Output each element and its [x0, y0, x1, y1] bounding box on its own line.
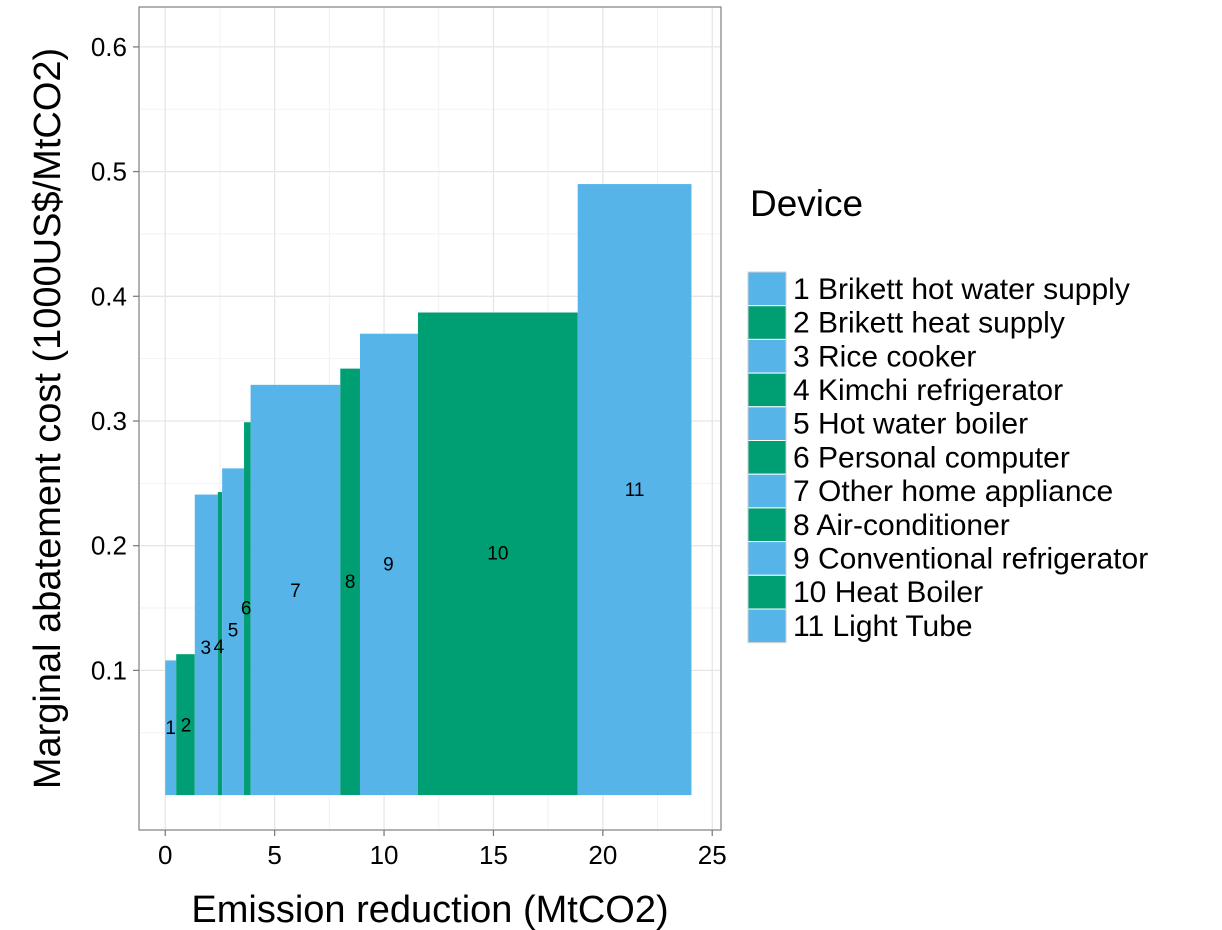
- x-tick-label: 5: [267, 840, 281, 870]
- bar-label-2: 2: [181, 716, 192, 737]
- legend-key-3: [747, 338, 787, 374]
- bar-label-5: 5: [228, 621, 239, 642]
- legend-key-9: [747, 541, 787, 576]
- legend-label-3: 3 Rice cooker: [793, 340, 976, 373]
- y-axis-title: Marginal abatement cost (1000US$/MtCO2): [27, 48, 69, 789]
- legend-key-7: [747, 473, 787, 509]
- bar-device-10: [417, 312, 578, 796]
- x-axis: 0 5 10 15 20 25: [158, 830, 727, 870]
- x-tick-label: 10: [370, 840, 399, 870]
- y-tick-label: 0.3: [91, 406, 127, 436]
- x-tick-label: 25: [698, 840, 727, 870]
- bar-label-7: 7: [290, 581, 301, 602]
- legend-key-11: [747, 608, 787, 644]
- legend-title: Device: [750, 183, 863, 224]
- legend-key-border: [747, 271, 787, 644]
- legend-label-11: 11 Light Tube: [793, 610, 973, 643]
- bar-device-8: [340, 368, 360, 796]
- legend-label-10: 10 Heat Boiler: [793, 576, 983, 609]
- legend-key-1: [747, 271, 787, 307]
- bar-label-3: 3: [200, 638, 211, 659]
- bar-device-1: [165, 660, 177, 796]
- bar-device-2: [176, 654, 195, 796]
- x-axis-title: Emission reduction (MtCO2): [191, 889, 668, 930]
- legend-key-5: [747, 406, 787, 441]
- bar-device-4: [217, 492, 223, 796]
- legend-label-6: 6 Personal computer: [793, 441, 1070, 474]
- bar-label-1: 1: [165, 718, 176, 739]
- y-axis: 0.1 0.2 0.3 0.4 0.5 0.6: [91, 32, 139, 685]
- y-tick-label: 0.2: [91, 531, 127, 561]
- legend-label-8: 8 Air-conditioner: [793, 509, 1010, 542]
- bar-label-8: 8: [345, 572, 356, 593]
- bar-label-4: 4: [214, 637, 225, 658]
- legend-label-1: 1 Brikett hot water supply: [793, 273, 1130, 306]
- legend-key-6: [747, 440, 787, 475]
- bar-label-9: 9: [383, 555, 394, 576]
- legend-key-10: [747, 574, 787, 610]
- y-tick-label: 0.4: [91, 281, 127, 311]
- bar-device-7: [250, 384, 341, 796]
- legend-label-2: 2 Brikett heat supply: [793, 307, 1065, 340]
- bar-device-6: [244, 422, 251, 796]
- y-tick-label: 0.6: [91, 32, 127, 62]
- bar-device-11: [577, 184, 692, 796]
- bar-labels: 1 2 3 456 7 8 9 10 11: [165, 480, 644, 739]
- legend-label-7: 7 Other home appliance: [793, 475, 1113, 508]
- bar-label-6: 6: [241, 598, 252, 619]
- legend-key-4: [747, 372, 787, 408]
- panel-border: [138, 6, 722, 831]
- bar-device-5: [222, 468, 245, 796]
- bar-device-3: [194, 494, 218, 796]
- x-tick-label: 15: [479, 840, 508, 870]
- bars: [165, 184, 692, 796]
- bar-device-9: [359, 333, 418, 796]
- legend-label-4: 4 Kimchi refrigerator: [793, 374, 1063, 407]
- x-tick-label: 20: [588, 840, 617, 870]
- legend-label-5: 5 Hot water boiler: [793, 408, 1028, 441]
- y-tick-label: 0.1: [91, 655, 127, 685]
- x-tick-label: 0: [158, 840, 172, 870]
- legend-label-9: 9 Conventional refrigerator: [793, 542, 1148, 575]
- legend-key-2: [747, 305, 787, 340]
- legend-key-8: [747, 507, 787, 543]
- y-tick-label: 0.5: [91, 157, 127, 187]
- bar-label-11: 11: [625, 480, 645, 501]
- bar-label-10: 10: [487, 543, 508, 564]
